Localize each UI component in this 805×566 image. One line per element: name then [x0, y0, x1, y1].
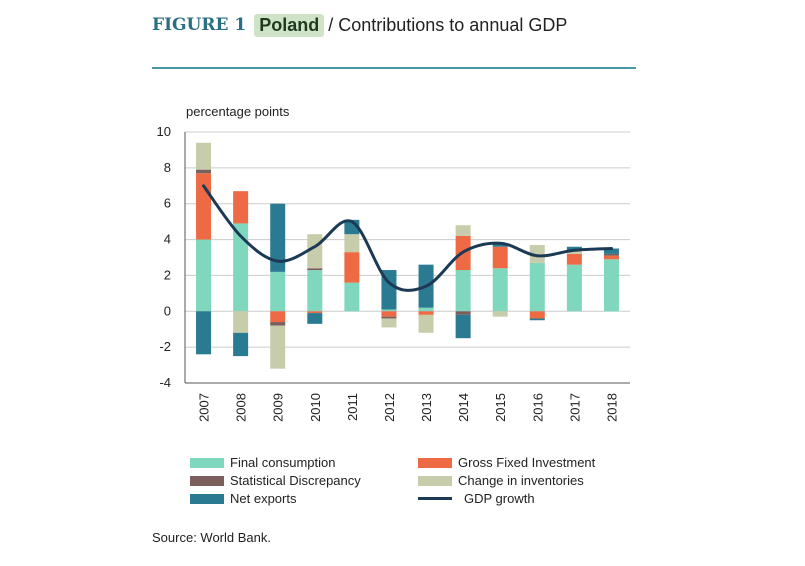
x-tick-label: 2013: [419, 393, 434, 422]
x-tick-label: 2008: [234, 393, 249, 422]
legend-label: GDP growth: [464, 491, 535, 506]
legend-gdp-growth: GDP growth: [418, 491, 535, 506]
y-tick-label: -2: [159, 339, 171, 354]
y-tick-label: 2: [164, 267, 171, 282]
bar-change-in-inventories: [492, 311, 508, 317]
bar-change-in-inventories: [344, 234, 360, 253]
legend-line-gdp-growth: [418, 497, 452, 500]
bar-statistical-discrepancy: [455, 311, 471, 315]
legend-swatch-final-consumption: [190, 457, 224, 468]
gdp-growth-line: [202, 184, 613, 292]
y-tick-label: 8: [164, 160, 171, 175]
x-tick-label: 2016: [530, 393, 545, 422]
bar-change-in-inventories: [270, 325, 286, 369]
x-tick-label: 2009: [271, 393, 286, 422]
bar-gross-fixed-investment: [307, 311, 323, 314]
bar-change-in-inventories: [233, 311, 249, 333]
figure-label: FIGURE 1: [152, 15, 247, 35]
bar-statistical-discrepancy: [381, 316, 397, 319]
bar-change-in-inventories: [529, 244, 545, 263]
legend-final-consumption: Final consumption: [190, 455, 336, 470]
bar-final-consumption: [307, 270, 323, 312]
x-tick-label: 2014: [456, 393, 471, 422]
legend-label: Change in inventories: [458, 473, 584, 488]
y-axis-title: percentage points: [186, 104, 290, 119]
legend-statistical-discrepancy: Statistical Discrepancy: [190, 473, 361, 488]
legend-swatch-gross-fixed-investment: [418, 457, 452, 468]
bar-change-in-inventories: [566, 250, 582, 254]
bar-net-exports: [603, 248, 619, 254]
bar-net-exports: [529, 318, 545, 321]
bar-gross-fixed-investment: [418, 311, 434, 315]
bar-final-consumption: [381, 309, 397, 312]
bar-final-consumption: [344, 282, 360, 312]
bar-gross-fixed-investment: [529, 311, 545, 319]
bar-gross-fixed-investment: [603, 255, 619, 260]
bar-net-exports: [566, 246, 582, 251]
bar-net-exports: [270, 203, 286, 272]
x-tick-label: 2011: [345, 393, 360, 421]
bar-statistical-discrepancy: [270, 322, 286, 326]
legend-label: Statistical Discrepancy: [230, 473, 361, 488]
legend-net-exports: Net exports: [190, 491, 296, 506]
bar-final-consumption: [233, 223, 249, 312]
legend-swatch-change-in-inventories: [418, 475, 452, 486]
bar-gross-fixed-investment: [270, 311, 286, 323]
y-tick-label: 0: [164, 303, 171, 318]
header-rule: [152, 67, 636, 69]
bar-net-exports: [492, 243, 508, 247]
bar-gross-fixed-investment: [381, 311, 397, 317]
bar-statistical-discrepancy: [196, 169, 212, 174]
bar-net-exports: [196, 311, 212, 355]
chart-legend: Final consumption Gross Fixed Investment…: [190, 455, 620, 515]
bar-statistical-discrepancy: [307, 268, 323, 271]
bar-final-consumption: [270, 271, 286, 312]
legend-label: Final consumption: [230, 455, 336, 470]
figure-subtitle: / Contributions to annual GDP: [328, 14, 568, 35]
legend-change-in-inventories: Change in inventories: [418, 473, 584, 488]
bar-gross-fixed-investment: [566, 253, 582, 265]
figure-header: FIGURE 1 Poland / Contributions to annua…: [152, 10, 567, 40]
bar-change-in-inventories: [381, 318, 397, 328]
country-tag: Poland: [254, 13, 325, 37]
x-tick-label: 2012: [382, 393, 397, 422]
legend-swatch-net-exports: [190, 493, 224, 504]
x-tick-label: 2017: [567, 393, 582, 422]
x-tick-label: 2007: [197, 393, 212, 422]
bar-gross-fixed-investment: [492, 246, 508, 269]
bar-final-consumption: [603, 259, 619, 312]
x-tick-label: 2015: [493, 393, 508, 422]
bar-net-exports: [307, 313, 323, 324]
bar-final-consumption: [566, 264, 582, 312]
bar-gross-fixed-investment: [344, 252, 360, 283]
bar-final-consumption: [529, 262, 545, 312]
source-note: Source: World Bank.: [152, 530, 271, 545]
legend-gross-fixed-investment: Gross Fixed Investment: [418, 455, 595, 470]
bar-change-in-inventories: [196, 142, 212, 170]
bar-net-exports: [233, 332, 249, 357]
bar-final-consumption: [492, 268, 508, 312]
bar-final-consumption: [455, 270, 471, 312]
y-tick-label: 4: [164, 232, 171, 247]
x-tick-label: 2010: [308, 393, 323, 422]
bar-final-consumption: [196, 239, 212, 312]
bar-gross-fixed-investment: [196, 173, 212, 240]
y-tick-label: 10: [157, 124, 171, 139]
legend-swatch-statistical-discrepancy: [190, 475, 224, 486]
bar-change-in-inventories: [418, 314, 434, 333]
x-tick-label: 2018: [604, 393, 619, 422]
legend-label: Net exports: [230, 491, 297, 506]
bar-change-in-inventories: [455, 225, 471, 236]
bar-final-consumption: [418, 307, 434, 312]
y-tick-label: 6: [164, 196, 171, 211]
bar-gross-fixed-investment: [233, 191, 249, 224]
contributions-chart: percentage points 10 8 6 4 2 0 -2 -4 2007 2008 2009…: [157, 104, 630, 422]
bar-statistical-discrepancy: [603, 253, 619, 256]
legend-label: Gross Fixed Investment: [458, 455, 596, 470]
bar-net-exports: [455, 314, 471, 339]
y-tick-label: -4: [159, 375, 171, 390]
